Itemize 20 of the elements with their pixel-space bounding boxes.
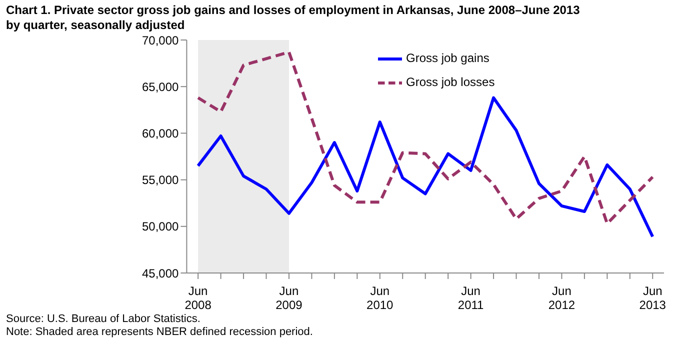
- legend-label: Gross job gains: [406, 51, 490, 66]
- y-tick-label: 60,000: [142, 126, 180, 140]
- x-tick-label: Jun 2012: [548, 284, 576, 312]
- text: Note: Shaded area represents NBER defined recession period.: [6, 326, 313, 339]
- y-tick-label: 70,000: [142, 33, 180, 48]
- source-note: Source: U.S. Bureau of Labor Statistics.: [6, 313, 202, 326]
- y-tick-label: 55,000: [142, 173, 180, 188]
- x-tick-label: Jun 2008: [184, 284, 212, 312]
- x-tick-label: Jun 2009: [276, 284, 303, 312]
- x-tick-label: Jun 2013: [639, 284, 666, 312]
- legend-label: Gross job losses: [406, 75, 495, 90]
- chart-subtitle: by quarter, seasonally adjusted: [6, 18, 186, 33]
- line-series: [196, 50, 654, 226]
- x-tick-label: Jun 2010: [366, 284, 394, 312]
- y-tick-label: 65,000: [142, 80, 180, 94]
- chart-title: Chart 1. Private sector gross job gains and losses of employment in Arkansas, June 2008–June 2013: [6, 3, 580, 18]
- line-series: [196, 96, 654, 238]
- y-tick-label: 50,000: [142, 220, 180, 234]
- x-tick-label: Jun 2011: [458, 284, 484, 312]
- y-tick-label: 45,000: [142, 266, 180, 280]
